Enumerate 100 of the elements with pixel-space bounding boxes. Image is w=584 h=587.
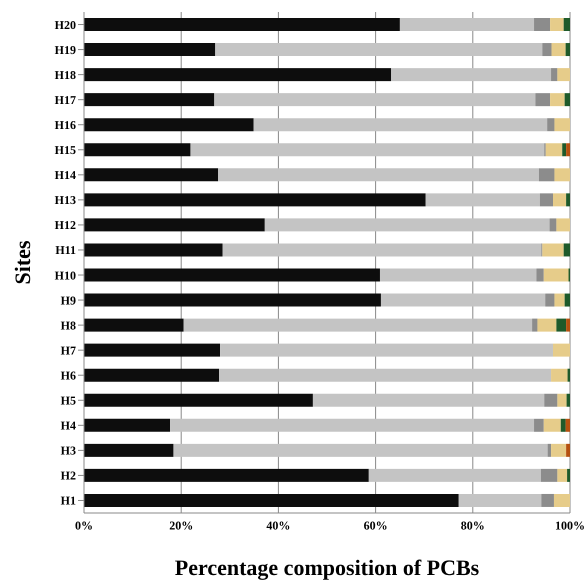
bar [556,218,570,232]
bar [84,118,254,132]
bar [567,468,570,482]
bar [566,318,570,332]
x-tick-label: 80% [460,518,485,533]
bar [84,368,220,382]
bar [84,218,265,232]
bar [532,318,538,332]
bar [566,418,570,432]
x-tick-label: 100% [555,518,584,533]
bar [534,18,550,31]
bar [556,318,566,332]
y-axis-title: Sites [10,240,35,284]
y-tick-label: H2 [60,468,76,483]
bar [84,168,218,182]
y-tick-label: H4 [60,418,76,433]
y-tick-label: H5 [60,394,76,408]
bar [84,193,426,206]
bar [564,243,570,256]
bar [222,243,542,256]
y-tick-label: H1 [60,494,76,508]
bar [540,193,553,206]
y-tick-label: H14 [54,168,76,182]
bar [544,394,558,407]
y-tick-label: H10 [54,268,76,282]
bar [540,468,558,482]
bar [566,394,570,407]
bar [535,93,550,106]
bar [542,243,564,256]
bar [551,368,568,382]
bar [368,468,541,482]
bar [173,444,548,457]
bar [566,193,570,206]
bar [391,68,552,82]
bar [254,118,548,132]
bar [547,118,554,132]
bar [566,143,570,156]
bar [551,444,566,457]
bar [552,344,570,357]
x-axis-title: Percentage composition of PCBs [174,555,480,580]
y-tick-label: H16 [54,118,76,132]
bar [190,143,544,156]
bar [214,93,536,106]
bar [84,344,220,357]
bar [84,43,216,56]
bar [566,43,570,56]
y-tick-label: H17 [54,92,76,107]
bar [84,444,174,457]
bar [84,294,381,307]
bar [552,43,566,56]
bar [84,243,223,256]
bar [537,318,556,332]
y-tick-label: H19 [54,42,76,57]
bar [550,218,556,232]
bar [380,294,546,307]
y-tick-label: H9 [60,293,76,308]
x-tick-label: 60% [364,518,388,533]
bar [562,143,566,156]
bar [551,68,558,82]
bar [220,344,553,357]
bar [557,394,567,407]
bar [550,93,565,106]
bar [554,168,570,182]
bar [560,418,566,432]
y-tick-label: H7 [60,343,76,358]
y-tick-label: H18 [54,68,76,82]
bar [550,18,564,31]
x-tick-label: 40% [266,518,290,533]
bar [541,494,554,507]
bar [170,418,534,432]
bar [84,143,190,156]
bar [557,68,570,82]
bar [536,268,544,282]
bar [566,444,570,457]
bar [215,43,542,56]
y-tick-label: H8 [60,318,76,332]
y-tick-label: H11 [55,243,76,258]
bar [534,418,544,432]
bar [84,93,214,106]
bar [84,18,400,31]
bar [84,494,459,507]
bar [426,193,540,206]
bar [264,218,550,232]
bar [184,318,532,332]
y-tick-label: H3 [60,444,76,458]
y-tick-label: H15 [54,143,76,158]
bar [544,268,569,282]
bar [84,394,313,407]
bar [557,468,568,482]
x-tick-label: 0% [75,518,93,533]
bar [218,168,539,182]
bar [552,193,566,206]
bar [542,43,552,56]
bar [554,494,570,507]
bar [548,444,552,457]
bar [84,268,380,282]
y-tick-label: H12 [54,218,76,232]
bar [84,318,184,332]
y-tick-label: H13 [54,193,76,208]
bar [546,143,562,156]
